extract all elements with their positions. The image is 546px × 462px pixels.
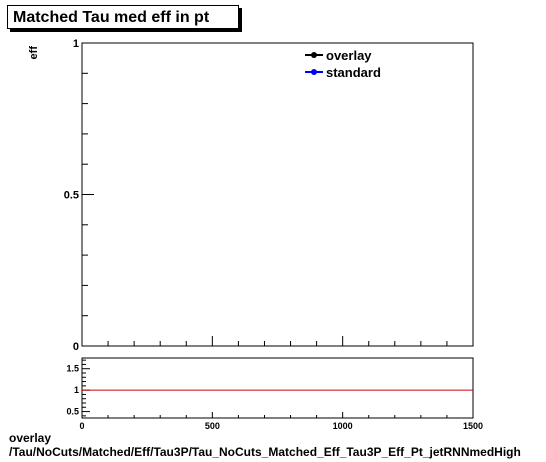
ratio-y-tick-label-1.5: 1.5 bbox=[66, 364, 79, 374]
legend-marker-standard bbox=[311, 69, 317, 75]
y-tick-label-0: 0 bbox=[73, 341, 79, 353]
y-axis-label: eff bbox=[28, 46, 40, 60]
ratio-plot-frame bbox=[81, 357, 474, 419]
chart-title: Matched Tau med eff in pt bbox=[7, 5, 239, 29]
x-tick-label-500: 500 bbox=[205, 421, 220, 431]
legend-label-overlay: overlay bbox=[326, 48, 372, 63]
y-tick-label-0.5: 0.5 bbox=[64, 190, 79, 202]
footer-path: /Tau/NoCuts/Matched/Eff/Tau3P/Tau_NoCuts… bbox=[9, 445, 521, 459]
y-tick-label-1: 1 bbox=[73, 38, 79, 50]
ratio-y-tick-label-0.5: 0.5 bbox=[66, 407, 79, 417]
footer-label: overlay bbox=[9, 431, 52, 445]
main-plot-frame bbox=[81, 42, 474, 347]
ratio-y-tick-label-1: 1 bbox=[74, 385, 79, 395]
x-tick-label-1500: 1500 bbox=[463, 421, 483, 431]
x-tick-label-0: 0 bbox=[79, 421, 84, 431]
legend-label-standard: standard bbox=[326, 65, 381, 80]
x-tick-label-1000: 1000 bbox=[333, 421, 353, 431]
legend-marker-overlay bbox=[311, 52, 317, 58]
